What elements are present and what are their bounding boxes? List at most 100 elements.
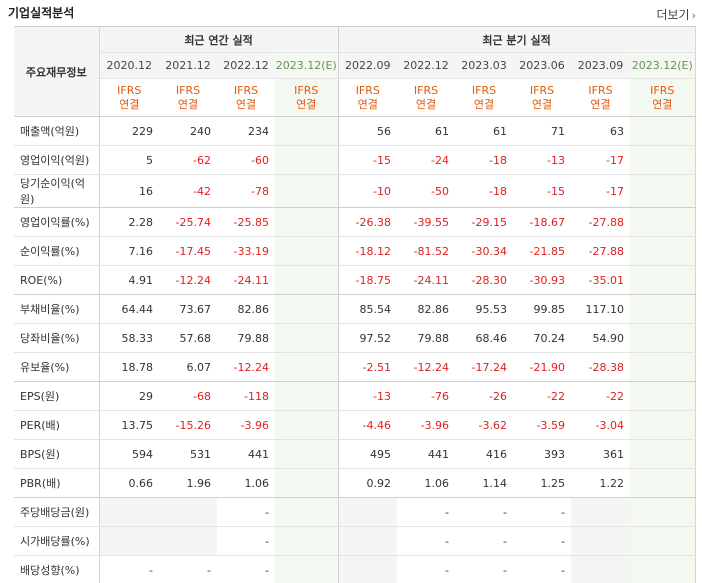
metric-value: 54.90	[571, 323, 631, 353]
metric-value	[275, 323, 339, 353]
metric-value: -3.96	[217, 410, 275, 440]
metric-label: 당기순이익(억원)	[14, 174, 100, 208]
metric-value	[275, 468, 339, 498]
metric-value: -	[99, 555, 159, 583]
accounting-standard: IFRS 연결	[159, 78, 217, 117]
metric-label: PER(배)	[14, 410, 100, 440]
metric-value: -24.11	[397, 265, 456, 295]
standard-name: IFRS	[413, 83, 439, 97]
standard-scope: 연결	[119, 97, 140, 111]
metric-value: -	[217, 526, 275, 556]
metric-value: -17	[571, 145, 631, 175]
accounting-standard: IFRS 연결	[455, 78, 514, 117]
standard-scope: 연결	[531, 97, 553, 111]
standard-name: IFRS	[233, 83, 259, 97]
table-row: 순이익률(%) 7.16 -17.45 -33.19 -18.12 -81.52 -30.3…	[14, 236, 696, 266]
metric-value: 82.86	[397, 294, 456, 324]
metric-value	[159, 497, 217, 527]
metric-value: 58.33	[99, 323, 159, 353]
metric-value	[275, 294, 339, 324]
metric-value	[337, 555, 398, 583]
period-header: 2023.06	[513, 52, 572, 79]
metric-value	[571, 526, 631, 556]
metric-value	[630, 323, 696, 353]
section-header: 기업실적분석 더보기 ›	[0, 0, 702, 24]
metric-value: 1.25	[513, 468, 572, 498]
metric-value: 68.46	[455, 323, 514, 353]
more-link[interactable]: 더보기 ›	[656, 6, 696, 23]
metric-value: -	[513, 526, 572, 556]
standard-scope: 연결	[235, 97, 257, 111]
table-row: PER(배) 13.75 -15.26 -3.96 -4.46 -3.96 -3.62 -3.…	[14, 410, 696, 440]
metric-value: -35.01	[571, 265, 631, 295]
metric-value	[275, 207, 339, 237]
period-header-row: 2020.12 2021.12 2022.12 2023.12(E) 2022.09 20…	[14, 52, 696, 79]
metric-value: -3.62	[455, 410, 514, 440]
metric-label: 매출액(억원)	[14, 116, 100, 146]
standard-scope: 연결	[590, 97, 611, 111]
metric-value	[630, 207, 696, 237]
metric-value	[630, 439, 696, 469]
metric-value: -18	[455, 174, 514, 208]
metric-value: -	[217, 555, 275, 583]
metric-value	[275, 352, 339, 382]
metric-value: 97.52	[337, 323, 398, 353]
metric-value: 82.86	[217, 294, 275, 324]
metric-value	[275, 381, 339, 411]
metric-value: -22	[513, 381, 572, 411]
metric-value: 13.75	[99, 410, 159, 440]
table-row: PBR(배) 0.66 1.96 1.06 0.92 1.06 1.14 1.25 1.22	[14, 468, 696, 498]
metric-value	[630, 497, 696, 527]
metric-value: -	[397, 526, 456, 556]
metric-value: -62	[159, 145, 217, 175]
metric-value: -24	[397, 145, 456, 175]
metric-value	[275, 439, 339, 469]
metric-value: -	[397, 497, 456, 527]
period-header: 2023.03	[455, 52, 514, 79]
metric-label: 주당배당금(원)	[14, 497, 100, 527]
metric-value: -12.24	[159, 265, 217, 295]
metric-value: -25.74	[159, 207, 217, 237]
table-row: 영업이익률(%) 2.28 -25.74 -25.85 -26.38 -39.55 -29.…	[14, 207, 696, 237]
metric-value: -30.34	[455, 236, 514, 266]
metric-value: -	[455, 497, 514, 527]
annual-group-header: 최근 연간 실적	[99, 26, 339, 53]
metric-value: 5	[99, 145, 159, 175]
standard-scope: 연결	[296, 97, 317, 111]
metric-value: -26.38	[337, 207, 398, 237]
metric-value: 0.66	[99, 468, 159, 498]
metric-value	[275, 497, 339, 527]
metric-value: 234	[217, 116, 275, 146]
metric-value	[275, 265, 339, 295]
metric-value: -17.24	[455, 352, 514, 382]
more-link-label[interactable]: 더보기	[656, 8, 690, 22]
metric-value	[630, 381, 696, 411]
metric-value: 71	[513, 116, 572, 146]
metric-value: -68	[159, 381, 217, 411]
period-header: 2021.12	[159, 52, 217, 79]
metric-value: 594	[99, 439, 159, 469]
metric-label: ROE(%)	[14, 265, 100, 295]
metric-value: -18	[455, 145, 514, 175]
metric-value	[630, 410, 696, 440]
standard-scope: 연결	[357, 97, 378, 111]
chevron-right-icon[interactable]: ›	[691, 9, 696, 22]
metric-value: 64.44	[99, 294, 159, 324]
accounting-standard: IFRS 연결	[571, 78, 631, 117]
metric-value: -13	[337, 381, 398, 411]
metric-value: -76	[397, 381, 456, 411]
metric-value: 1.06	[397, 468, 456, 498]
metric-value: 1.14	[455, 468, 514, 498]
metric-value: -24.11	[217, 265, 275, 295]
metric-value: -27.88	[571, 236, 631, 266]
metric-value	[630, 294, 696, 324]
metric-value: 61	[455, 116, 514, 146]
metric-value	[275, 410, 339, 440]
section-title: 기업실적분석	[8, 6, 75, 20]
metric-value: 61	[397, 116, 456, 146]
metric-value: 441	[217, 439, 275, 469]
table-row: 주당배당금(원) - - - -	[14, 497, 696, 527]
metric-value	[99, 526, 159, 556]
metric-label: 당좌비율(%)	[14, 323, 100, 353]
table-body: 매출액(억원) 229 240 234 56 61 61 71 63 영업이익(억원) 5 -62 -6…	[14, 116, 696, 583]
